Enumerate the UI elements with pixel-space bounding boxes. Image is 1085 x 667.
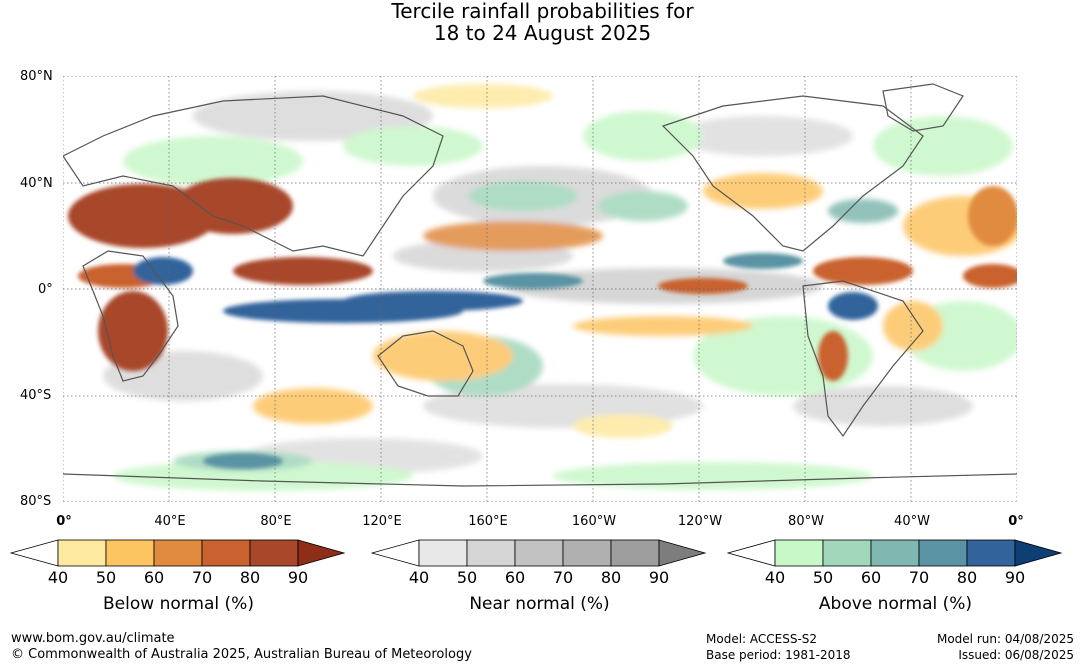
lat-label-80s: 80°S — [20, 494, 52, 509]
lon-label-160e: 160°E — [468, 514, 508, 529]
legend-below-normal-title: Below normal (%) — [103, 594, 254, 614]
legend-tick-label: 40 — [47, 568, 69, 587]
legend-tick-label: 90 — [648, 568, 670, 587]
legend-swatch — [418, 539, 468, 567]
legend-tick-label: 40 — [764, 568, 786, 587]
legend-swatch — [774, 539, 824, 567]
lat-label-40s: 40°S — [20, 388, 52, 403]
legend-swatch — [822, 539, 872, 567]
legend-tick-label: 50 — [812, 568, 834, 587]
lon-label-0-east: 0° — [1008, 514, 1024, 529]
footer-base-period: Base period: 1981-2018 — [706, 648, 851, 662]
legend-tick-label: 60 — [143, 568, 165, 587]
legend-tick-label: 70 — [552, 568, 574, 587]
lat-label-40n: 40°N — [20, 176, 53, 191]
map-title: Tercile rainfall probabilities for 18 to… — [0, 0, 1085, 44]
legend-swatch — [201, 539, 251, 567]
rainfall-probability-map — [62, 75, 1023, 503]
legend-high-arrow — [1014, 539, 1063, 567]
lon-label-40e: 40°E — [154, 514, 186, 529]
legend-tick-label: 90 — [287, 568, 309, 587]
legend-above-normal-title: Above normal (%) — [818, 594, 973, 614]
legend-high-arrow — [297, 539, 346, 567]
lon-label-160w: 160°W — [571, 514, 617, 529]
lon-label-40w: 40°W — [894, 514, 930, 529]
title-line-1: Tercile rainfall probabilities for — [391, 0, 694, 23]
footer-issued: Issued: 06/08/2025 — [958, 648, 1074, 662]
legend-swatch — [514, 539, 564, 567]
legend-tick-label: 70 — [908, 568, 930, 587]
legend-swatch — [249, 539, 299, 567]
footer-model: Model: ACCESS-S2 — [706, 632, 818, 646]
legend-tick-label: 80 — [956, 568, 978, 587]
lon-label-80w: 80°W — [788, 514, 824, 529]
legend-swatch — [610, 539, 660, 567]
legend-tick-label: 60 — [504, 568, 526, 587]
legend-tick-label: 40 — [408, 568, 430, 587]
legend-tick-label: 80 — [600, 568, 622, 587]
legend-below-normal-colorbar — [10, 537, 350, 571]
legend-low-arrow — [371, 539, 420, 567]
lon-label-120w: 120°W — [677, 514, 723, 529]
footer-model-run: Model run: 04/08/2025 — [936, 632, 1074, 646]
legend-tick-label: 80 — [239, 568, 261, 587]
title-line-2: 18 to 24 August 2025 — [433, 21, 652, 45]
legend-tick-label: 70 — [191, 568, 213, 587]
legend-swatch — [562, 539, 612, 567]
lon-label-120e: 120°E — [362, 514, 402, 529]
legend-swatch — [105, 539, 155, 567]
legend-swatch — [966, 539, 1016, 567]
legend-swatch — [153, 539, 203, 567]
legend-near-normal-title: Near normal (%) — [469, 594, 610, 614]
legend-low-arrow — [727, 539, 776, 567]
legend-swatch — [918, 539, 968, 567]
legend-tick-label: 60 — [860, 568, 882, 587]
lat-label-80n: 80°N — [20, 69, 53, 84]
legend-high-arrow — [658, 539, 707, 567]
footer-url: www.bom.gov.au/climate — [11, 631, 175, 646]
map-canvas — [62, 75, 1023, 503]
legend-low-arrow — [10, 539, 59, 567]
lon-label-80e: 80°E — [260, 514, 292, 529]
legend-tick-label: 50 — [456, 568, 478, 587]
lat-label-0: 0° — [38, 282, 53, 297]
legend-swatch — [57, 539, 107, 567]
legend-tick-label: 90 — [1004, 568, 1026, 587]
legend-above-normal-colorbar — [727, 537, 1067, 571]
legend-swatch — [870, 539, 920, 567]
legend-tick-label: 50 — [95, 568, 117, 587]
coastlines — [62, 83, 1018, 487]
lon-label-0: 0° — [56, 514, 72, 529]
legend-near-normal-colorbar — [371, 537, 711, 571]
footer-copyright: © Commonwealth of Australia 2025, Austra… — [11, 647, 472, 662]
legend-swatch — [466, 539, 516, 567]
